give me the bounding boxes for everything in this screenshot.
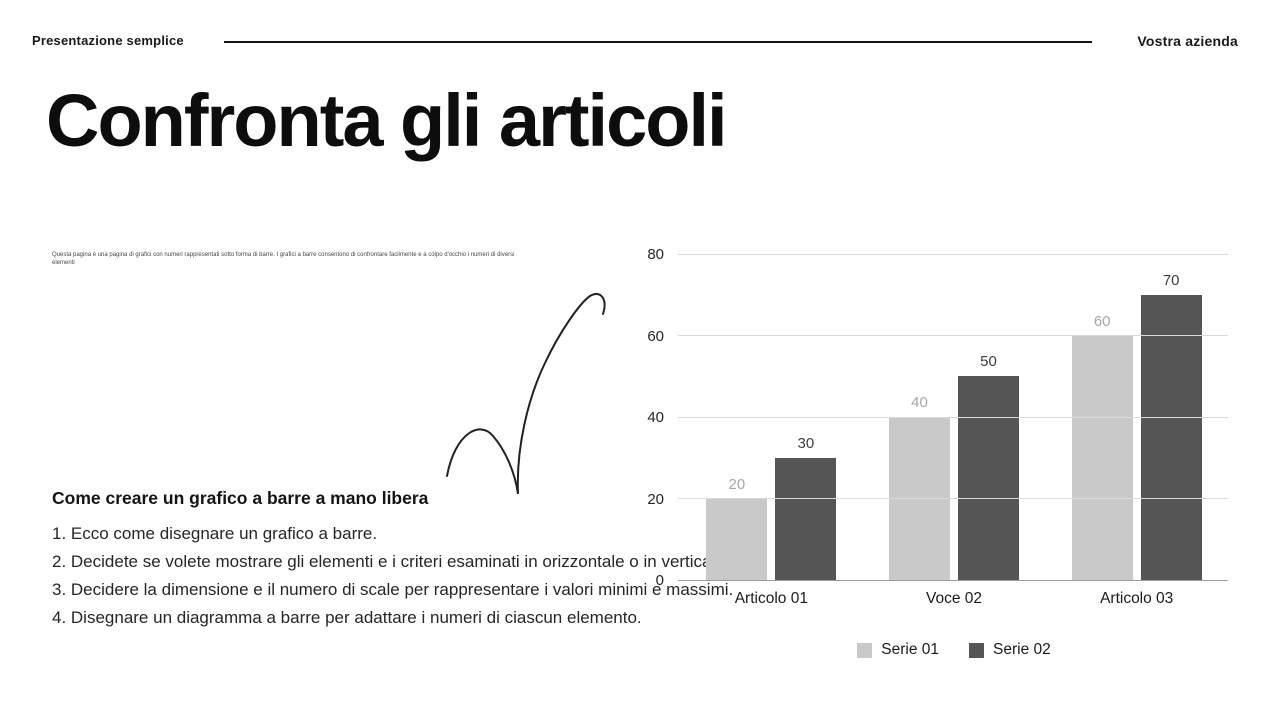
header-divider bbox=[224, 41, 1092, 43]
legend-label-serie-02: Serie 02 bbox=[993, 641, 1051, 658]
bar-value-label: 20 bbox=[728, 475, 746, 493]
intro-note: Questa pagina è una pagina di grafici co… bbox=[52, 252, 515, 266]
bar-column: 70 bbox=[1140, 271, 1202, 580]
bar-group: 60 70 bbox=[1045, 254, 1228, 580]
bar-group: 20 30 bbox=[680, 254, 863, 580]
legend-label-serie-01: Serie 01 bbox=[881, 641, 939, 658]
bar-value-label: 50 bbox=[980, 353, 997, 371]
category-label: Articolo 01 bbox=[734, 590, 808, 607]
howto-step-1: 1. Ecco come disegnare un grafico a barr… bbox=[52, 524, 378, 543]
howto-heading: Come creare un grafico a barre a mano li… bbox=[52, 488, 429, 508]
gridline bbox=[678, 498, 1228, 499]
bar-value-label: 40 bbox=[911, 394, 928, 411]
bar-value-label: 30 bbox=[797, 434, 815, 452]
howto-step-3: 3. Decidere la dimensione e il numero di… bbox=[52, 580, 734, 599]
company-name: Vostra azienda bbox=[1137, 33, 1238, 49]
howto-step-4: 4. Disegnare un diagramma a barre per ad… bbox=[52, 608, 642, 627]
chart-legend: Serie 01 Serie 02 bbox=[680, 641, 1228, 659]
x-axis-category-labels: Articolo 01 Voce 02 Articolo 03 bbox=[680, 590, 1228, 608]
bar-column: 60 bbox=[1071, 312, 1133, 580]
bar-column: 50 bbox=[958, 353, 1019, 580]
category-label: Voce 02 bbox=[925, 590, 983, 607]
y-tick-label: 80 bbox=[647, 246, 664, 263]
y-tick-label: 40 bbox=[647, 409, 664, 426]
y-tick-label: 20 bbox=[647, 490, 664, 508]
bar-serie-02 bbox=[775, 457, 837, 580]
bar-column: 40 bbox=[889, 394, 950, 580]
y-tick-label: 60 bbox=[647, 327, 664, 345]
y-axis: 0 20 40 60 80 bbox=[616, 246, 672, 589]
category-label: Articolo 03 bbox=[1100, 590, 1174, 607]
bar-value-label: 70 bbox=[1162, 271, 1180, 289]
legend-item-serie-02: Serie 02 bbox=[969, 641, 1051, 659]
y-tick-label: 0 bbox=[655, 572, 664, 589]
freehand-curve-drawing bbox=[446, 293, 606, 495]
gridline bbox=[678, 335, 1228, 336]
bar-column: 30 bbox=[775, 434, 837, 580]
bar-serie-02 bbox=[958, 376, 1019, 580]
bar-value-label: 60 bbox=[1093, 312, 1111, 330]
plot-area: 20 30 40 50 60 70 bbox=[678, 253, 1228, 581]
howto-block: Come creare un grafico a barre a mano li… bbox=[52, 488, 772, 632]
gridline bbox=[678, 253, 1228, 255]
x-axis-line bbox=[678, 580, 1228, 581]
legend-swatch-serie-01 bbox=[857, 642, 873, 658]
howto-step-2: 2. Decidete se volete mostrare gli eleme… bbox=[52, 552, 730, 571]
gridline bbox=[678, 416, 1228, 418]
bar-column: 20 bbox=[706, 475, 768, 580]
bar-serie-01 bbox=[1071, 335, 1133, 580]
legend-swatch-serie-02 bbox=[969, 642, 984, 658]
bar-serie-01 bbox=[706, 498, 768, 580]
page-title: Confronta gli articoli bbox=[46, 79, 728, 162]
bar-serie-02 bbox=[1140, 294, 1202, 580]
legend-item-serie-01: Serie 01 bbox=[857, 641, 939, 659]
presentation-name: Presentazione semplice bbox=[32, 33, 184, 48]
